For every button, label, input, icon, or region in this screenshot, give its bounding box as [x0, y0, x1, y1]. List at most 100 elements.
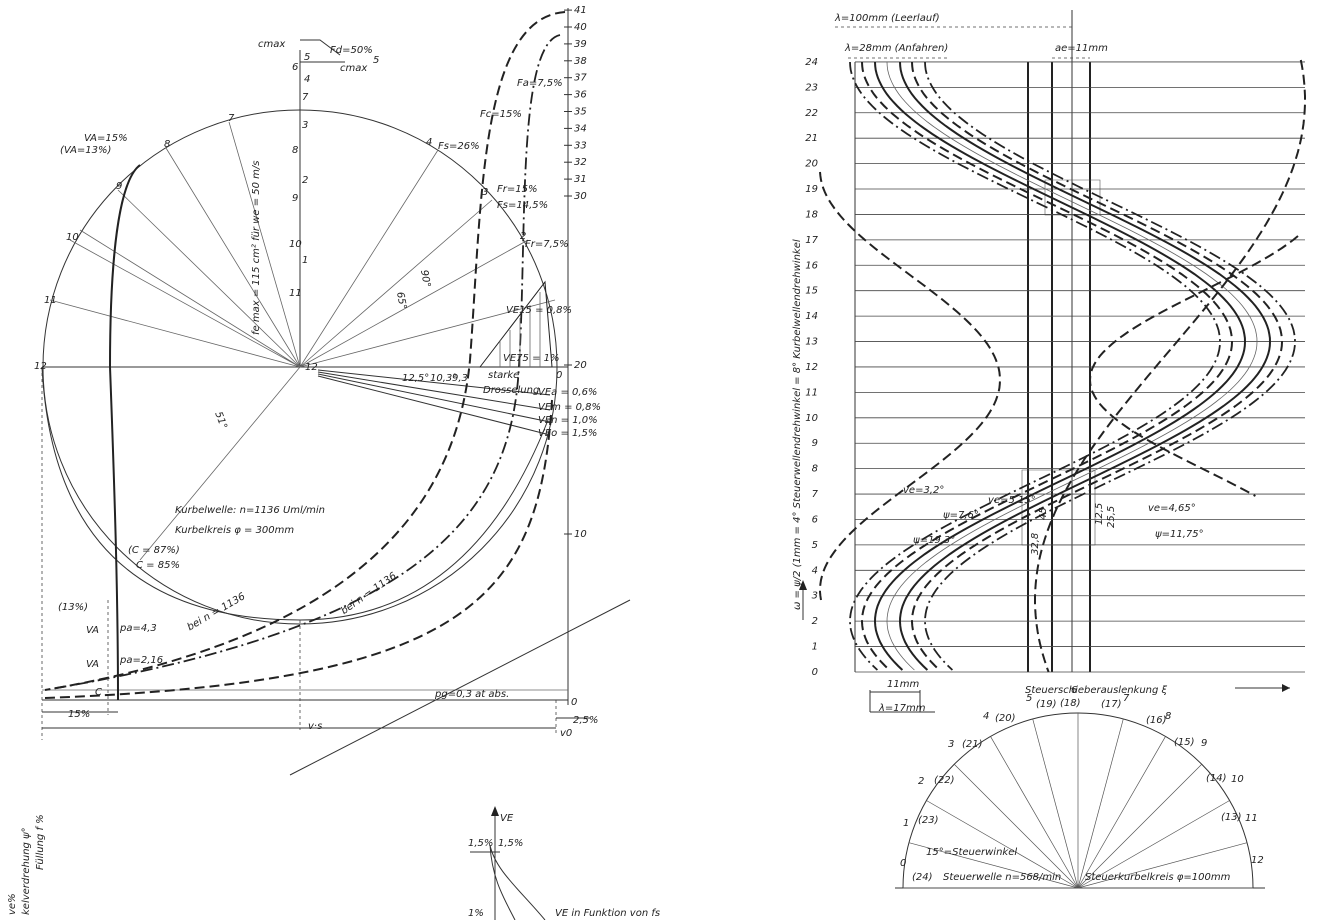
crank-label: 0: [900, 858, 906, 869]
scale-tick-label: 33: [574, 140, 587, 151]
crank-label: (18): [1060, 698, 1081, 709]
scale-tick-label: 36: [574, 90, 587, 101]
crank-label: 6: [1071, 685, 1077, 696]
x-axis-label: Steuerschieberauslenkung ξ: [1025, 685, 1168, 696]
annotation: (VA=13%): [60, 145, 111, 156]
annotation: ve=4,65°: [1148, 503, 1196, 514]
y-tick-label: 20: [805, 159, 818, 170]
annotation: Fs=26%: [438, 141, 480, 152]
annotation: 11: [289, 288, 302, 299]
annotation: VEm = 0,8%: [538, 402, 601, 413]
annotation: 6: [292, 62, 298, 73]
annotation: 8: [292, 145, 298, 156]
scale-tick-label: 10: [574, 529, 587, 540]
scale-tick-label: 20: [574, 360, 587, 371]
curve: [820, 172, 1000, 600]
annotation: pa=2,16: [119, 655, 163, 666]
annotation: (C = 87%): [128, 545, 180, 556]
crank-label: (23): [918, 815, 939, 826]
annotation: cmax: [258, 39, 285, 50]
radial-line: [1078, 736, 1166, 888]
y-tick-label: 4: [812, 565, 818, 576]
y-tick-label: 0: [812, 667, 818, 678]
y-axis-label: ω = ψ/2 (1mm = 4° Steuerwellendrehwinkel…: [792, 239, 803, 610]
scale-tick-label: 39: [574, 39, 587, 50]
annotation: VA: [86, 625, 99, 636]
radial-line: [1033, 719, 1078, 888]
radial-line: [954, 764, 1078, 888]
scale-tick-label: 41: [574, 5, 587, 16]
annotation: 11: [44, 295, 57, 306]
annotation: ψ=7,6°: [943, 510, 979, 521]
header-label: λ=28mm (Anfahren): [844, 43, 948, 54]
crank-label: (13): [1221, 812, 1242, 823]
y-tick-label: 22: [805, 108, 818, 119]
axis-label: Füllung f %: [35, 814, 46, 870]
header-label: λ=100mm (Leerlauf): [834, 13, 940, 24]
crank-label: (24): [912, 872, 933, 883]
labels: cmax564738291011112Fd=50%cmax57891011124…: [7, 5, 1305, 919]
crank-label: 5: [1026, 693, 1032, 704]
annotation: v0: [560, 728, 572, 739]
annotation: 32,8: [1030, 533, 1041, 555]
annotation: VE: [500, 813, 514, 824]
annotation: 3: [302, 120, 308, 131]
crank-label: (17): [1101, 699, 1122, 710]
y-tick-label: 7: [812, 489, 819, 500]
crank-label: Steuerwelle n=568/min: [943, 872, 1061, 883]
annotation: C = 85%: [136, 560, 180, 571]
annotation: 10: [289, 239, 302, 250]
annotation: Fs=14,5%: [497, 200, 548, 211]
annotation: Kurbelwelle: n=1136 Uml/min: [175, 505, 325, 516]
curve: [875, 62, 1245, 670]
annotation: 1%: [468, 908, 484, 919]
curve: [900, 62, 1270, 670]
curve: [1035, 60, 1305, 672]
annotation: 9,3: [452, 373, 468, 384]
crank-label: 4: [983, 711, 989, 722]
scale-tick-label: 40: [574, 22, 587, 33]
scale-tick-label: 35: [574, 107, 587, 118]
crank-label: 3: [948, 739, 954, 750]
y-tick-label: 24: [805, 57, 818, 68]
drawing: cmax564738291011112Fd=50%cmax57891011124…: [0, 0, 1330, 920]
y-tick-label: 8: [812, 464, 818, 475]
annotation: starke: [488, 370, 519, 381]
curve: [912, 62, 1282, 670]
y-tick-label: 23: [805, 82, 818, 93]
annotation: fe max = 115 cm² für we = 50 m/s: [251, 160, 262, 335]
crank-label: (16): [1146, 715, 1167, 726]
crank-label: 12: [1251, 855, 1264, 866]
annotation: Drosselung: [483, 385, 539, 396]
annotation: VA=15%: [84, 133, 128, 144]
crank-label: 1: [903, 818, 909, 829]
annotation: 65°: [394, 291, 408, 310]
y-tick-label: 12: [805, 362, 818, 373]
axis-label: kelverdrehung ψ°: [21, 827, 32, 915]
annotation: (13%): [58, 602, 88, 613]
crank-label: 2: [918, 776, 924, 787]
annotation: 1,5%: [498, 838, 523, 849]
annotation: Fc=15%: [480, 109, 522, 120]
radial-line: [1078, 719, 1123, 888]
y-tick-label: 17: [805, 235, 818, 246]
y-tick-label: 2: [812, 616, 818, 627]
annotation: Fa=7,5%: [517, 78, 563, 89]
scale-tick-label: 30: [574, 191, 587, 202]
annotation: 90°: [418, 269, 432, 288]
crank-label: (14): [1206, 773, 1227, 784]
crank-label: 10: [1231, 774, 1244, 785]
annotation: 1,5%: [468, 838, 493, 849]
crank-label: (22): [934, 775, 955, 786]
y-tick-label: 3: [812, 591, 818, 602]
annotation: bei n = 1136: [186, 591, 248, 633]
radial-line: [1078, 764, 1202, 888]
annotation: VE15 = 0,8%: [506, 305, 572, 316]
annotation: pa=4,3: [119, 623, 157, 634]
annotation: Kurbelkreis φ = 300mm: [175, 525, 294, 536]
annotation: 5: [304, 52, 310, 63]
annotation: ve=5,15°: [988, 495, 1036, 506]
annotation: 51°: [212, 410, 228, 430]
annotation: λ=17mm: [878, 703, 926, 714]
annotation: ψ=19,3°: [913, 535, 955, 546]
